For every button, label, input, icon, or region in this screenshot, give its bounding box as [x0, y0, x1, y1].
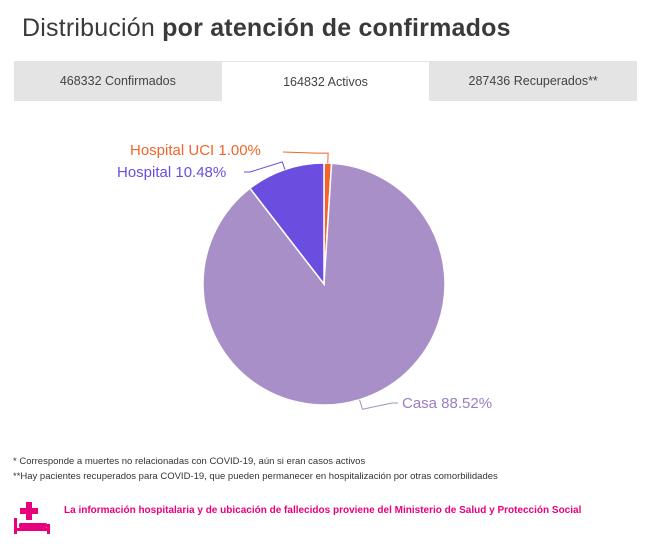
- hospital-bed-icon: [14, 502, 50, 534]
- pie-chart: Hospital UCI 1.00% Hospital 10.48% Casa …: [117, 142, 492, 412]
- footnote-1: * Corresponde a muertes no relacionadas …: [13, 456, 366, 467]
- info-box: La información hospitalaria y de ubicaci…: [10, 500, 630, 540]
- footnote-2: **Hay pacientes recuperados para COVID-1…: [13, 471, 498, 482]
- tab-bar: 468332 Confirmados 164832 Activos 287436…: [14, 61, 638, 101]
- leader-hospital: [244, 161, 286, 173]
- label-casa: Casa 88.52%: [402, 395, 492, 412]
- tab-confirmados[interactable]: 468332 Confirmados: [14, 61, 222, 101]
- leader-casa: [359, 399, 398, 410]
- slice-hospital: [248, 162, 325, 287]
- label-hospital: Hospital 10.48%: [117, 164, 226, 181]
- leader-hospital-uci: [282, 151, 329, 164]
- page-title: Distribución por atención de confirmados: [22, 14, 511, 43]
- label-hospital-uci: Hospital UCI 1.00%: [130, 142, 261, 159]
- title-regular: Distribución: [22, 14, 156, 42]
- tab-activos[interactable]: 164832 Activos: [221, 61, 430, 101]
- info-text: La información hospitalaria y de ubicaci…: [64, 505, 582, 516]
- tab-recuperados[interactable]: 287436 Recuperados**: [429, 61, 638, 101]
- title-bold: por atención de confirmados: [162, 14, 511, 42]
- footnotes: * Corresponde a muertes no relacionadas …: [13, 454, 498, 484]
